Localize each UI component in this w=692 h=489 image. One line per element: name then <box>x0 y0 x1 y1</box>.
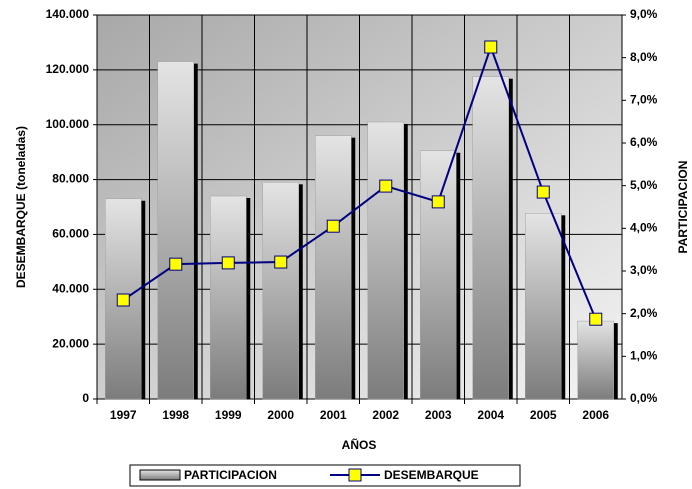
y2-tick-label: 2,0% <box>630 306 658 320</box>
y2-tick-label: 9,0% <box>630 7 658 21</box>
y2-tick-label: 0,0% <box>630 391 658 405</box>
y-tick-label: 40.000 <box>52 281 89 295</box>
bar <box>210 195 247 400</box>
x-tick-label: 1997 <box>110 408 137 422</box>
line-marker <box>431 195 445 209</box>
x-tick-label: 2004 <box>477 408 504 422</box>
line-marker <box>379 179 393 193</box>
y-axis-label: DESEMBARQUE (toneladas) <box>14 126 28 288</box>
bar <box>525 213 562 400</box>
y2-tick-label: 7,0% <box>630 93 658 107</box>
x-tick-label: 1999 <box>215 408 242 422</box>
legend <box>129 464 521 487</box>
legend-label: DESEMBARQUE <box>384 468 479 482</box>
line-marker <box>536 185 550 199</box>
y2-tick-label: 1,0% <box>630 349 658 363</box>
bar <box>262 182 299 400</box>
bar <box>420 150 457 400</box>
y2-tick-label: 6,0% <box>630 135 658 149</box>
x-tick-label: 2002 <box>372 408 399 422</box>
legend-swatch <box>139 469 181 481</box>
bar <box>577 320 614 400</box>
legend-label: PARTICIPACION <box>184 468 277 482</box>
x-tick-label: 2003 <box>425 408 452 422</box>
line <box>122 43 597 320</box>
y2-tick-label: 3,0% <box>630 263 658 277</box>
bar <box>367 121 404 400</box>
line-marker <box>589 312 603 326</box>
y-tick-label: 100.000 <box>46 117 90 131</box>
y-tick-label: 20.000 <box>52 336 89 350</box>
bar <box>157 61 194 400</box>
y2-tick-label: 5,0% <box>630 178 658 192</box>
y-tick-label: 0 <box>82 391 89 405</box>
y-tick-label: 80.000 <box>52 172 89 186</box>
y2-tick-label: 8,0% <box>630 50 658 64</box>
y-tick-label: 120.000 <box>46 62 90 76</box>
y2-tick-label: 4,0% <box>630 221 658 235</box>
x-axis-label: AÑOS <box>342 437 377 452</box>
line-marker <box>484 40 498 54</box>
x-tick-label: 2001 <box>320 408 347 422</box>
line-marker <box>326 219 340 233</box>
line-marker <box>221 256 235 270</box>
y-tick-label: 60.000 <box>52 227 89 241</box>
bar <box>472 76 509 400</box>
x-tick-label: 1998 <box>162 408 189 422</box>
line-marker <box>274 255 288 269</box>
y2-axis-label: PARTICIPACION <box>676 161 690 254</box>
x-tick-label: 2005 <box>530 408 557 422</box>
y-tick-label: 140.000 <box>46 7 90 21</box>
x-tick-label: 2006 <box>582 408 609 422</box>
line-marker <box>169 257 183 271</box>
line-marker <box>116 293 130 307</box>
x-tick-label: 2000 <box>267 408 294 422</box>
bar <box>315 135 352 400</box>
legend-swatch-marker <box>348 468 362 482</box>
